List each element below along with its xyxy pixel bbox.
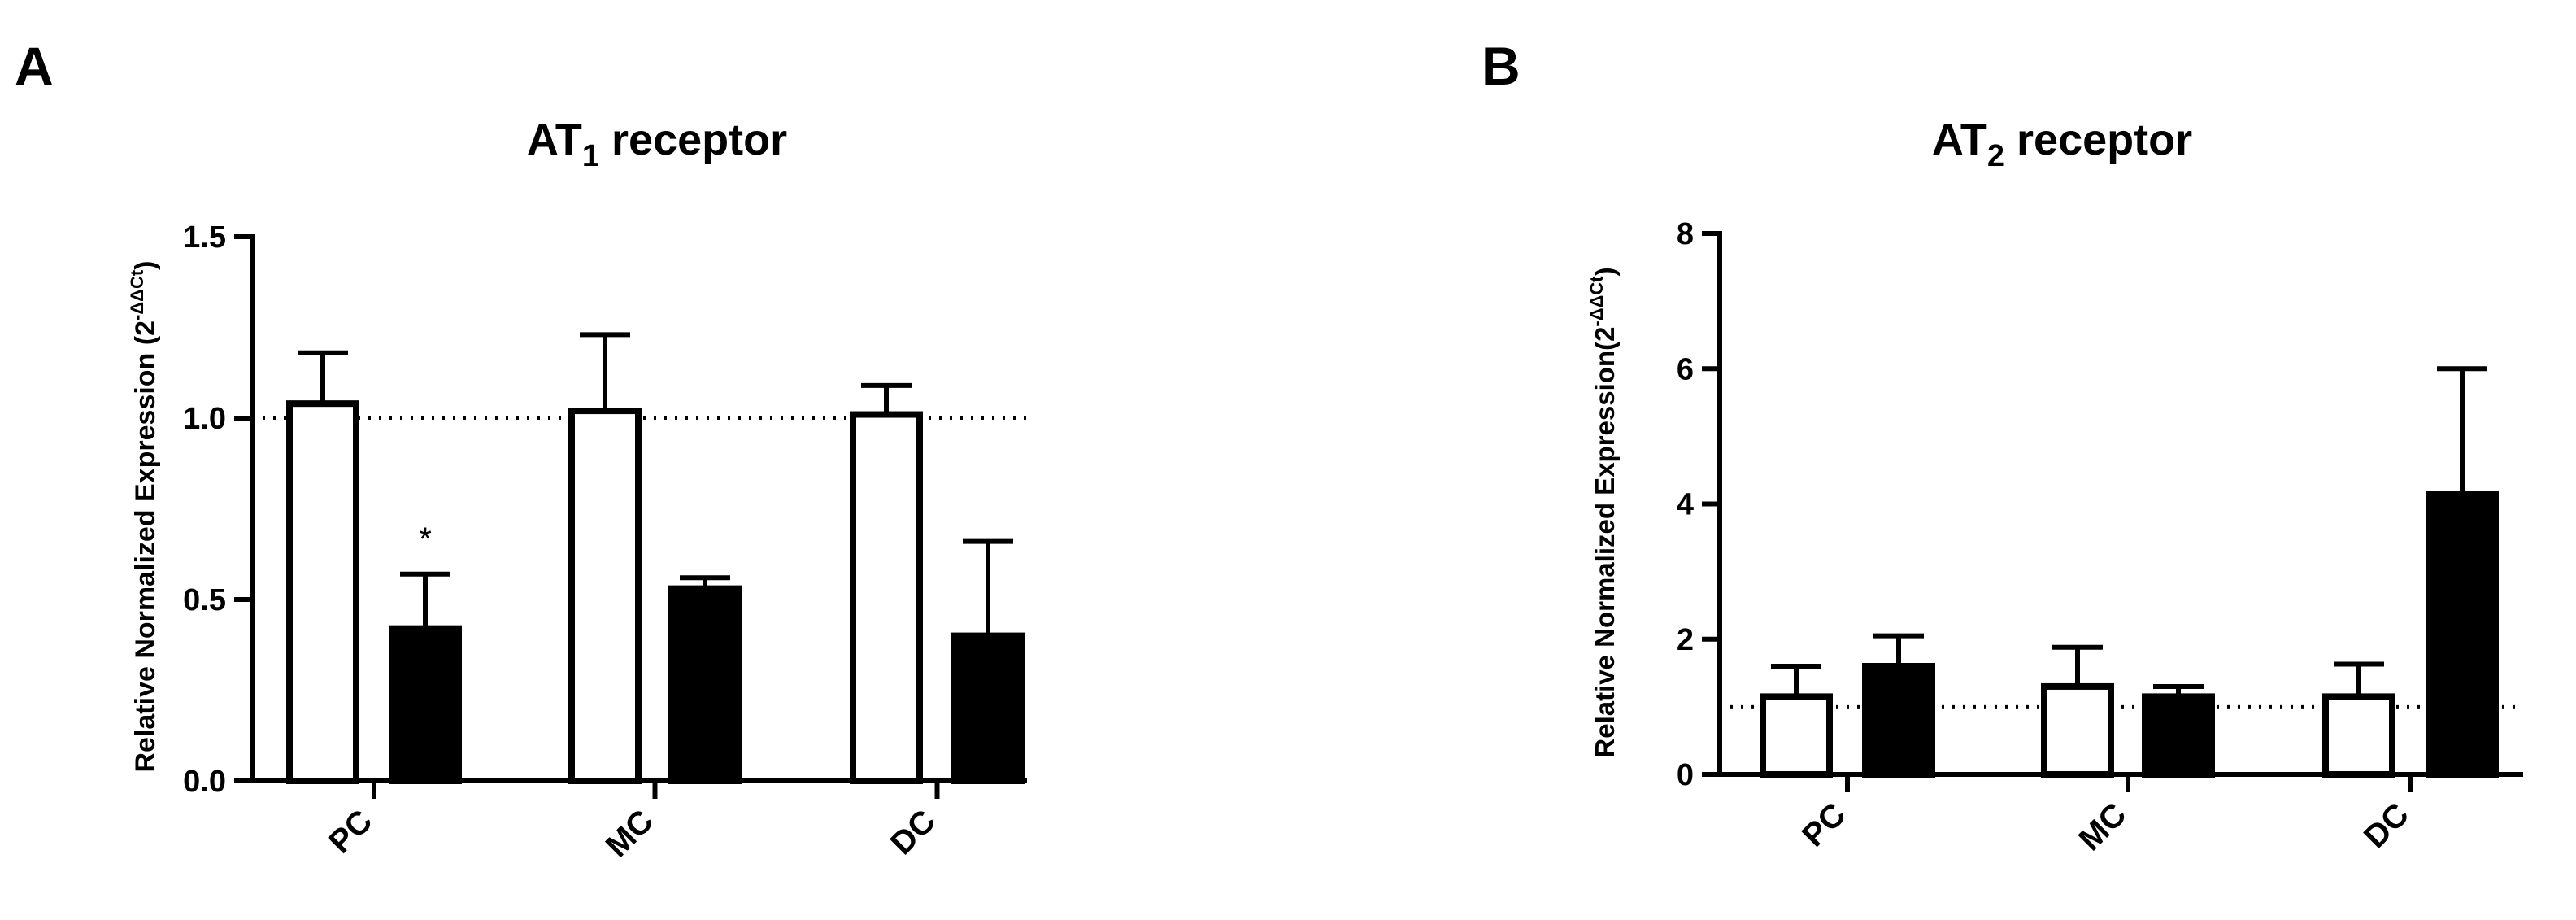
y-tick-label-b-4: 8 — [1677, 217, 1694, 251]
bar-a-s0-dc — [850, 411, 923, 784]
bar-b-s0-mc — [2041, 682, 2114, 778]
y-tick-label-b-2: 4 — [1677, 488, 1694, 522]
bar-a-s0-mc — [568, 408, 642, 784]
panel-b-title-sub: 2 — [1987, 139, 2004, 173]
y-tick-label-a-3: 1.5 — [183, 220, 226, 255]
bar-a-s1-pc — [389, 625, 462, 784]
panel-a-title: AT1 receptor — [527, 116, 787, 173]
panel-b-plot: 0 2 4 6 8 PC MC DC — [1677, 217, 2523, 857]
y-tick-label-a-0: 0.0 — [183, 765, 226, 799]
panel-a-y-axis-label-sup: -ΔΔCt — [127, 269, 147, 320]
y-tick-label-b-3: 6 — [1677, 352, 1694, 386]
panel-a-title-rest: receptor — [599, 116, 787, 164]
panel-a-plot: * 0.0 0.5 1.0 1.5 PC MC DC — [183, 220, 1027, 864]
bar-a-s1-dc — [951, 632, 1025, 784]
significance-marker-a: * — [419, 521, 432, 557]
panel-b-title-main: AT — [1932, 116, 1987, 164]
panel-b-y-axis-label-sup: -ΔΔCt — [1586, 276, 1607, 327]
x-tick-label-b-mc: MC — [2072, 796, 2133, 857]
y-tick-label-a-1: 0.5 — [183, 583, 226, 617]
x-tick-label-b-dc: DC — [2357, 796, 2416, 855]
panel-b-y-axis-label: Relative Normalized Expression(2-ΔΔCt) — [1586, 267, 1620, 757]
panel-b-y-axis-label-main: Relative Normalized Expression(2 — [1590, 327, 1620, 758]
bar-b-s1-pc — [1862, 663, 1935, 778]
panel-a-label: A — [15, 36, 54, 96]
x-tick-label-a-dc: DC — [884, 803, 942, 861]
panel-b-title-rest: receptor — [2004, 116, 2192, 164]
panel-b-title: AT2 receptor — [1932, 116, 2192, 173]
panel-b: B AT2 receptor Relative Normalized Expre… — [1482, 36, 2523, 857]
x-tick-label-b-pc: PC — [1795, 796, 1852, 853]
panel-a-title-main: AT — [527, 116, 582, 164]
panel-a-y-axis-label-close: ) — [130, 260, 161, 269]
bar-b-s1-mc — [2142, 693, 2215, 778]
panel-a-title-sub: 1 — [582, 139, 599, 173]
panel-b-y-axis-label-close: ) — [1590, 267, 1620, 276]
bar-a-s0-pc — [286, 400, 359, 784]
y-tick-label-b-0: 0 — [1677, 758, 1694, 792]
panel-a: A AT1 receptor Relative Normalized Expre… — [15, 36, 1027, 864]
bar-b-s0-dc — [2322, 693, 2395, 778]
y-tick-label-b-1: 2 — [1677, 623, 1694, 657]
panel-a-y-axis-label-main: Relative Normalized Expression (2 — [130, 320, 161, 773]
x-tick-label-a-mc: MC — [599, 803, 660, 864]
x-tick-label-a-pc: PC — [322, 803, 379, 860]
panel-b-label: B — [1482, 36, 1521, 96]
y-tick-label-a-2: 1.0 — [183, 402, 226, 436]
bar-b-s0-pc — [1760, 693, 1833, 778]
bar-b-s1-dc — [2426, 491, 2499, 778]
bar-a-s1-mc — [668, 585, 742, 784]
panel-a-y-axis-label: Relative Normalized Expression (2-ΔΔCt) — [127, 260, 161, 772]
